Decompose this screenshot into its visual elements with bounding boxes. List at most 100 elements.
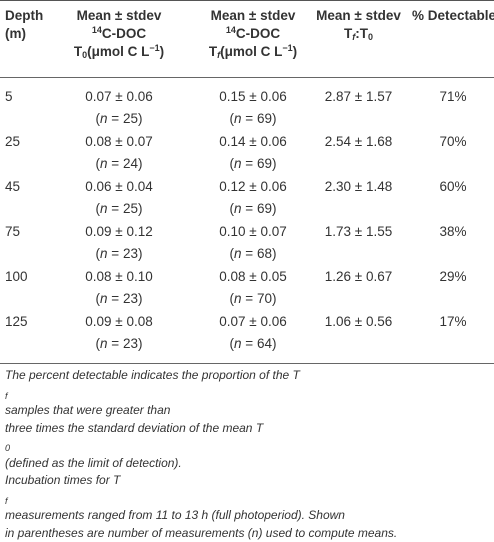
cell-t0-mean: 0.07 ± 0.06 bbox=[52, 86, 186, 108]
count-n: n bbox=[234, 246, 242, 261]
cell-depth: 5 bbox=[5, 86, 13, 108]
cell-detectable: 71% bbox=[412, 86, 494, 108]
header-depth-line2: (m) bbox=[5, 25, 43, 43]
table-footnote: The percent detectable indicates the pro… bbox=[5, 367, 489, 542]
cell-t0-count: (n = 23) bbox=[52, 243, 186, 265]
footnote-line3-a: Incubation times for T bbox=[5, 472, 489, 490]
footnote-line1-sub: f bbox=[5, 391, 8, 401]
count-n: n bbox=[234, 291, 242, 306]
header-t0-unit-exp: −1 bbox=[149, 43, 159, 53]
header-tf-t: T bbox=[209, 44, 217, 59]
footnote-line1-a: The percent detectable indicates the pro… bbox=[5, 367, 489, 385]
count-close: ) bbox=[138, 291, 143, 306]
table-top-rule bbox=[0, 0, 494, 1]
cell-t0-mean: 0.08 ± 0.10 bbox=[52, 266, 186, 288]
count-n: n bbox=[100, 336, 108, 351]
count-close: ) bbox=[272, 111, 277, 126]
cell-detectable: 17% bbox=[412, 311, 494, 333]
cell-ratio: 2.87 ± 1.57 bbox=[291, 86, 426, 108]
header-t0-line1: Mean ± stdev bbox=[52, 7, 186, 25]
count-eq: = bbox=[242, 291, 257, 306]
cell-t0-mean: 0.09 ± 0.12 bbox=[52, 221, 186, 243]
cell-t0-count: (n = 24) bbox=[52, 153, 186, 175]
cell-tf-count: (n = 64) bbox=[183, 333, 323, 355]
footnote-line2-sub: 0 bbox=[5, 443, 10, 453]
header-detectable-label: % Detectable bbox=[412, 7, 494, 25]
header-ratio-line1: Mean ± stdev bbox=[291, 7, 426, 25]
count-close: ) bbox=[138, 156, 143, 171]
count-close: ) bbox=[272, 336, 277, 351]
footnote-line1: The percent detectable indicates the pro… bbox=[5, 367, 489, 420]
count-value: 69 bbox=[257, 156, 272, 171]
cell-ratio: 1.06 ± 0.56 bbox=[291, 311, 426, 333]
cell-detectable: 60% bbox=[412, 176, 494, 198]
cell-depth: 100 bbox=[5, 266, 28, 288]
footnote-line1-b: samples that were greater than bbox=[5, 402, 489, 420]
footnote-line2-b: (defined as the limit of detection). bbox=[5, 455, 489, 473]
cell-depth: 45 bbox=[5, 176, 20, 198]
header-tf-unit-exp: −1 bbox=[282, 43, 292, 53]
header-t0-isotope: 14 bbox=[92, 25, 102, 35]
header-tf-isotope: 14 bbox=[226, 25, 236, 35]
footnote-line4: in parentheses are number of measurement… bbox=[5, 525, 489, 542]
header-rule bbox=[0, 77, 494, 78]
footnote-line2-a: three times the standard deviation of th… bbox=[5, 420, 489, 438]
count-close: ) bbox=[272, 291, 277, 306]
header-ratio-sub2: 0 bbox=[368, 32, 373, 42]
count-eq: = bbox=[242, 246, 257, 261]
count-n: n bbox=[100, 291, 108, 306]
count-close: ) bbox=[138, 336, 143, 351]
header-ratio-t: T bbox=[344, 26, 352, 41]
count-close: ) bbox=[272, 246, 277, 261]
header-t0-t: T bbox=[74, 44, 82, 59]
count-eq: = bbox=[108, 336, 123, 351]
header-depth: Depth (m) bbox=[5, 7, 43, 43]
header-tf-unit: (μmol C L bbox=[220, 44, 282, 59]
count-n: n bbox=[234, 111, 242, 126]
count-eq: = bbox=[108, 156, 123, 171]
count-eq: = bbox=[108, 201, 123, 216]
count-eq: = bbox=[242, 156, 257, 171]
header-ratio: Mean ± stdev Tf:T0 bbox=[291, 7, 426, 43]
data-table: Depth (m) Mean ± stdev 14C-DOC T0(μmol C… bbox=[0, 0, 494, 439]
cell-ratio: 1.73 ± 1.55 bbox=[291, 221, 426, 243]
cell-t0-mean: 0.09 ± 0.08 bbox=[52, 311, 186, 333]
count-eq: = bbox=[108, 246, 123, 261]
footnote-line3-sub: f bbox=[5, 496, 8, 506]
cell-ratio: 2.30 ± 1.48 bbox=[291, 176, 426, 198]
count-value: 23 bbox=[123, 246, 138, 261]
footnote-line2: three times the standard deviation of th… bbox=[5, 420, 489, 473]
header-t0: Mean ± stdev 14C-DOC T0(μmol C L−1) bbox=[52, 7, 186, 61]
cell-t0-count: (n = 25) bbox=[52, 108, 186, 130]
count-n: n bbox=[234, 156, 242, 171]
header-t0-line2: C-DOC bbox=[102, 26, 146, 41]
count-close: ) bbox=[138, 201, 143, 216]
cell-depth: 25 bbox=[5, 131, 20, 153]
count-eq: = bbox=[242, 111, 257, 126]
count-close: ) bbox=[138, 246, 143, 261]
header-t0-unit-close: ) bbox=[160, 44, 165, 59]
header-t0-unit: (μmol C L bbox=[87, 44, 149, 59]
header-ratio-mid: :T bbox=[355, 26, 368, 41]
count-eq: = bbox=[242, 201, 257, 216]
header-depth-line1: Depth bbox=[5, 7, 43, 25]
cell-t0-mean: 0.06 ± 0.04 bbox=[52, 176, 186, 198]
count-close: ) bbox=[272, 201, 277, 216]
cell-t0-count: (n = 25) bbox=[52, 198, 186, 220]
count-eq: = bbox=[108, 111, 123, 126]
count-value: 69 bbox=[257, 111, 272, 126]
cell-tf-count: (n = 68) bbox=[183, 243, 323, 265]
count-n: n bbox=[100, 246, 108, 261]
cell-depth: 75 bbox=[5, 221, 20, 243]
cell-ratio: 2.54 ± 1.68 bbox=[291, 131, 426, 153]
header-detectable: % Detectable bbox=[412, 7, 494, 25]
count-n: n bbox=[234, 201, 242, 216]
count-value: 68 bbox=[257, 246, 272, 261]
